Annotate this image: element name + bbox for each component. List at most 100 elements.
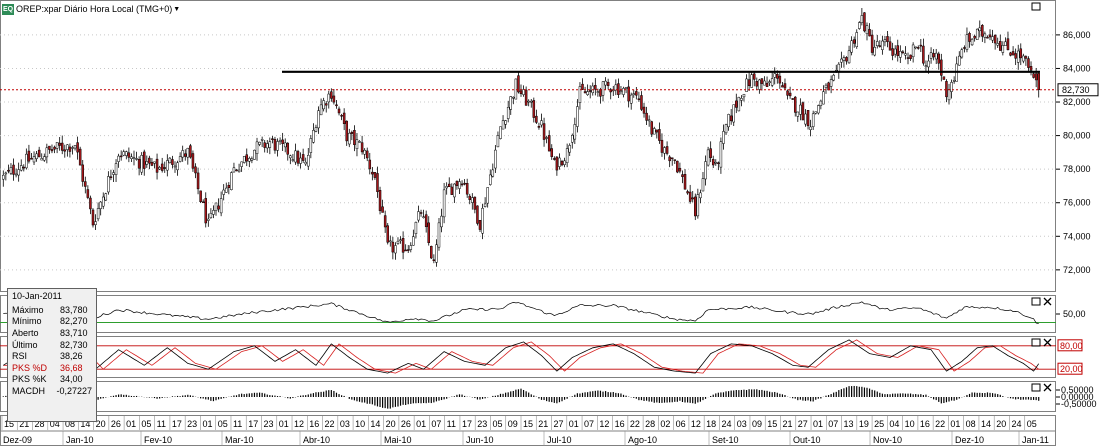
candle-body	[706, 149, 710, 166]
candle-body	[91, 209, 95, 226]
candle-body	[973, 35, 976, 39]
price-maximize-icon[interactable]	[1031, 2, 1041, 11]
macd-close-icon[interactable]	[1043, 383, 1052, 392]
candle-body	[663, 147, 666, 154]
candle-body	[632, 93, 636, 96]
candle-body	[258, 141, 261, 145]
data-window-date: 10-Jan-2011	[12, 291, 62, 301]
candle-body	[268, 141, 272, 148]
candle-body	[312, 130, 315, 143]
data-window-value: 83,780	[60, 304, 88, 315]
candle-body	[214, 202, 218, 211]
day-label: 21	[19, 419, 29, 429]
macd-tick-label: 0,50000	[1061, 385, 1094, 395]
candle-body	[283, 142, 287, 148]
candle-body	[873, 47, 876, 56]
candle-body	[14, 173, 18, 176]
dropdown-arrow-icon[interactable]: ▼	[173, 5, 181, 13]
candle-body	[642, 106, 646, 114]
candle-body	[391, 241, 395, 253]
candle-body	[814, 111, 817, 114]
candle-body	[914, 46, 917, 49]
candle-body	[827, 82, 830, 91]
rsi-close-icon[interactable]	[1043, 297, 1052, 306]
day-label: 05	[492, 419, 502, 429]
data-window-row: Aberto 83,710	[8, 327, 96, 339]
candle-body	[196, 172, 200, 190]
candle-body	[645, 112, 648, 121]
candle-body	[668, 156, 671, 162]
price-tick-label: 86,000	[1063, 30, 1091, 40]
grid-lines	[0, 34, 1056, 271]
candle-body	[117, 155, 120, 162]
candle-body	[860, 15, 864, 23]
candle-body	[155, 158, 159, 173]
candle-body	[929, 52, 933, 59]
macd-maximize-icon[interactable]	[1031, 383, 1041, 392]
day-label: 04	[889, 419, 899, 429]
candle-body	[401, 238, 405, 253]
candle-body	[99, 201, 102, 209]
candle-body	[273, 139, 277, 151]
candle-body	[745, 78, 748, 92]
candle-body	[735, 100, 738, 108]
candle-body	[86, 189, 90, 198]
candle-body	[840, 58, 843, 63]
candle-body	[791, 98, 794, 100]
candle-body	[858, 22, 861, 29]
candle-body	[863, 12, 866, 32]
day-label: 12	[599, 419, 609, 429]
stoch-close-icon[interactable]	[1043, 338, 1052, 347]
candle-body	[209, 212, 213, 219]
candle-body	[9, 167, 13, 174]
candle-body	[691, 197, 694, 200]
candle-body	[419, 212, 423, 214]
candle-body	[460, 183, 464, 186]
candle-body	[406, 249, 410, 251]
candle-body	[670, 157, 674, 160]
candle-body	[358, 141, 361, 143]
candle-body	[609, 89, 612, 93]
candle-body	[4, 172, 8, 175]
day-label: 21	[783, 419, 793, 429]
candle-body	[588, 90, 592, 92]
candle-body	[978, 27, 982, 32]
candle-body	[135, 158, 138, 160]
candle-body	[727, 114, 730, 128]
day-label: 22	[325, 419, 335, 429]
candle-body	[417, 211, 420, 221]
candle-body	[32, 156, 36, 163]
candle-body	[881, 40, 884, 50]
candle-body	[717, 162, 720, 164]
candle-body	[130, 156, 133, 159]
rsi-maximize-icon[interactable]	[1031, 297, 1041, 306]
day-label: 01	[569, 419, 579, 429]
candle-body	[1014, 53, 1017, 59]
stoch-maximize-icon[interactable]	[1031, 338, 1041, 347]
day-label: 08	[65, 419, 75, 429]
candle-body	[435, 244, 438, 263]
data-window-row: Máximo 83,780	[8, 304, 96, 316]
chart-title-bar[interactable]: EQ OREP:xpar Diário Hora Local (TMG+0) ▼	[2, 2, 180, 16]
candle-body	[304, 161, 307, 165]
candle-body	[937, 53, 941, 64]
candle-body	[191, 153, 195, 169]
candle-body	[747, 79, 751, 87]
candle-body	[63, 149, 67, 152]
candle-body	[386, 225, 389, 243]
candle-body	[504, 120, 507, 125]
candle-body	[576, 106, 579, 127]
day-label: 28	[645, 419, 655, 429]
data-window-label: Aberto	[12, 327, 39, 338]
candle-body	[158, 167, 161, 170]
candle-body	[127, 152, 131, 158]
candle-body	[481, 207, 484, 234]
candle-body	[335, 104, 338, 107]
candle-body	[186, 147, 190, 158]
candle-body	[617, 83, 620, 95]
day-label: 26	[401, 419, 411, 429]
day-label: 20	[996, 419, 1006, 429]
candle-body	[701, 178, 705, 192]
candle-body	[817, 105, 820, 114]
candle-body	[960, 49, 964, 58]
